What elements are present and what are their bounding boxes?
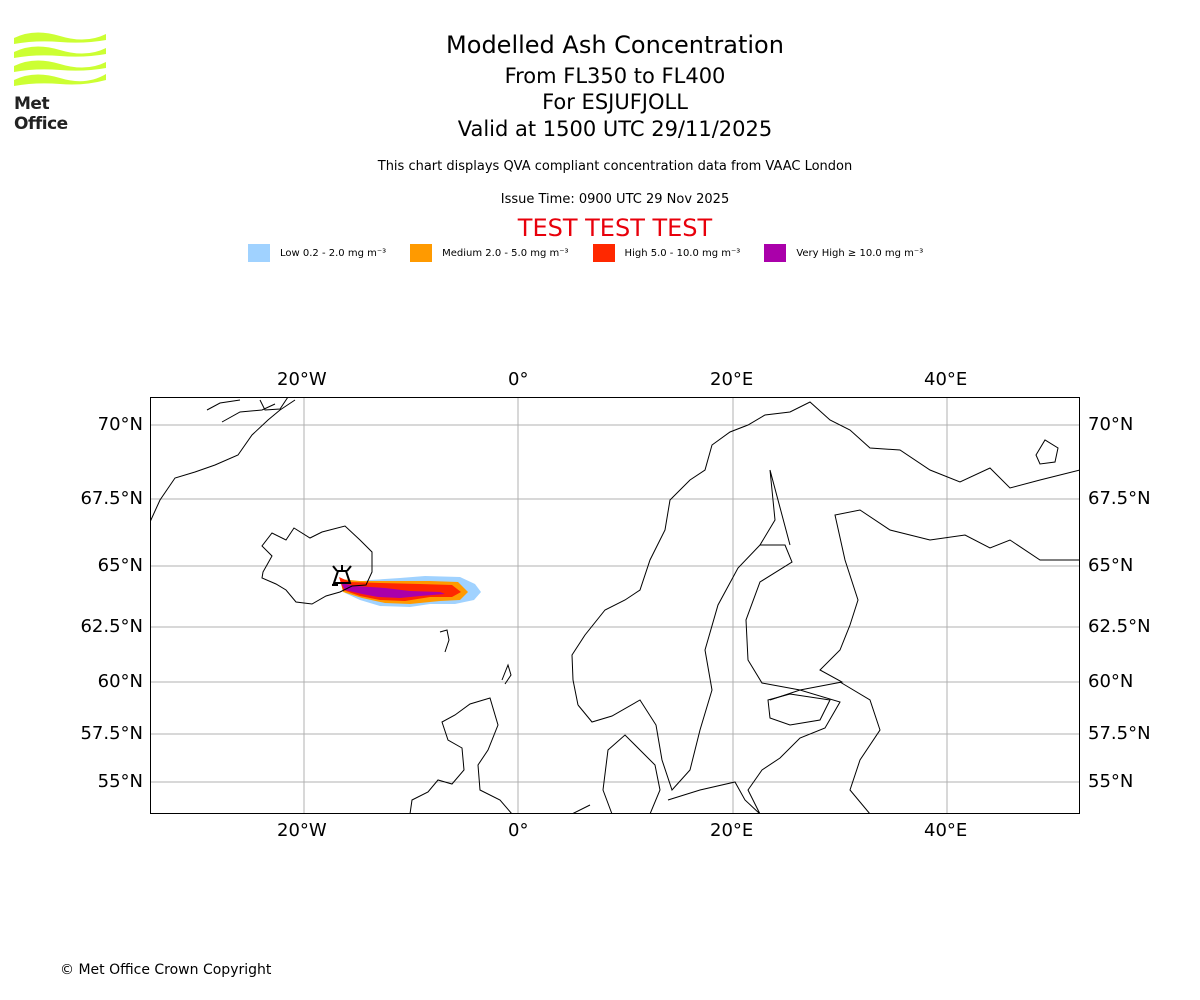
lat-label-right: 65°N — [1088, 555, 1134, 576]
lat-label-left: 55°N — [97, 771, 143, 792]
greenland-coast — [150, 399, 296, 523]
greenland-islands — [206, 397, 289, 423]
gulf-of-bothnia — [759, 469, 791, 546]
legend-item-low: Low 0.2 - 2.0 mg m⁻³ — [248, 244, 386, 262]
volcano-name: For ESJUFJOLL — [542, 90, 688, 114]
test-banner: TEST TEST TEST — [517, 214, 713, 242]
logo-text: Met Office — [14, 94, 68, 134]
legend-item-medium: Medium 2.0 - 5.0 mg m⁻³ — [410, 244, 569, 262]
scandinavia-coast — [571, 401, 1080, 814]
issue-time: Issue Time: 0900 UTC 29 Nov 2025 — [500, 192, 730, 207]
lat-label-left: 67.5°N — [80, 488, 143, 509]
lat-label-right: 60°N — [1088, 671, 1134, 692]
estonia-coast — [767, 693, 831, 726]
lat-label-right: 70°N — [1088, 414, 1134, 435]
lat-label-left: 60°N — [97, 671, 143, 692]
shetland-islands — [501, 663, 512, 685]
graticule — [150, 397, 1080, 814]
ash-plume — [339, 576, 481, 607]
legend-label: Low 0.2 - 2.0 mg m⁻³ — [280, 247, 387, 259]
legend-item-high: High 5.0 - 10.0 mg m⁻³ — [592, 244, 741, 262]
lat-label-left: 70°N — [97, 414, 143, 435]
flight-levels: From FL350 to FL400 — [504, 64, 726, 88]
copyright: © Met Office Crown Copyright — [60, 962, 272, 978]
legend: Low 0.2 - 2.0 mg m⁻³ Medium 2.0 - 5.0 mg… — [248, 244, 947, 262]
lon-label-top: 20°E — [710, 369, 754, 390]
volcano-icon — [332, 565, 352, 586]
legend-label: Medium 2.0 - 5.0 mg m⁻³ — [442, 247, 569, 259]
lon-label-bottom: 20°W — [277, 820, 327, 841]
legend-label: Very High ≥ 10.0 mg m⁻³ — [796, 247, 924, 259]
lon-label-top: 20°W — [277, 369, 327, 390]
lat-label-right: 62.5°N — [1088, 616, 1151, 637]
lon-label-bottom: 0° — [508, 820, 529, 841]
lon-label-bottom: 40°E — [924, 820, 968, 841]
map-frame — [150, 397, 1080, 814]
sweden-finland-coast — [577, 509, 1080, 791]
lat-label-left: 62.5°N — [80, 616, 143, 637]
lat-label-right: 57.5°N — [1088, 723, 1151, 744]
met-office-logo: Met Office — [14, 30, 106, 134]
legend-label: High 5.0 - 10.0 mg m⁻³ — [624, 247, 741, 259]
ash-very-high — [341, 583, 445, 598]
scotland-coast — [409, 697, 513, 814]
lon-label-bottom: 20°E — [710, 820, 754, 841]
baltic-coast — [667, 681, 881, 814]
lat-label-right: 67.5°N — [1088, 488, 1151, 509]
coastlines — [150, 397, 1080, 814]
lon-label-top: 0° — [508, 369, 529, 390]
legend-item-very-high: Very High ≥ 10.0 mg m⁻³ — [764, 244, 923, 262]
lat-label-left: 65°N — [97, 555, 143, 576]
valid-time: Valid at 1500 UTC 29/11/2025 — [457, 117, 773, 141]
arctic-island — [1035, 439, 1059, 465]
lat-label-left: 57.5°N — [80, 723, 143, 744]
faroe-islands — [439, 629, 450, 653]
lon-label-top: 40°E — [924, 369, 968, 390]
lat-label-right: 55°N — [1088, 771, 1134, 792]
iceland-coast — [261, 525, 373, 605]
chart-title: Modelled Ash Concentration — [446, 31, 784, 59]
description: This chart displays QVA compliant concen… — [377, 159, 853, 174]
logo-waves-icon — [14, 32, 106, 86]
